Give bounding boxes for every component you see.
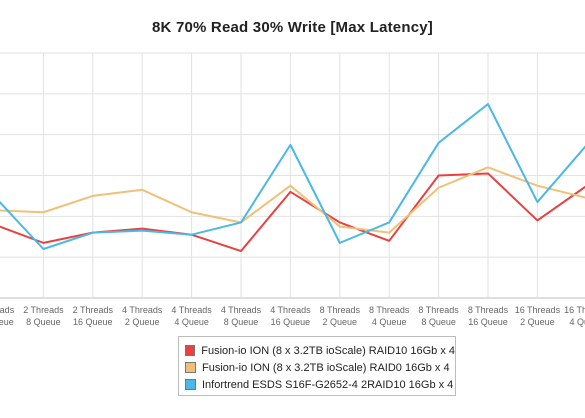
legend-label: Infortrend ESDS S16F-G2652-4 2RAID10 16G… xyxy=(202,378,454,391)
series-lines xyxy=(0,103,585,253)
x-tick-label: 2 Threads 8 Queue xyxy=(23,305,64,327)
legend-label: Fusion-io ION (8 x 3.2TB ioScale) RAID10… xyxy=(201,344,455,357)
x-tick-label: 4 Threads 16 Queue xyxy=(270,305,311,327)
legend-swatch-red xyxy=(185,345,196,356)
x-tick-label: 16 Threads 2 Queue xyxy=(515,305,561,327)
x-tick-label: 8 Threads 8 Queue xyxy=(418,305,459,327)
legend-item-series-3[interactable]: Infortrend ESDS S16F-G2652-4 2RAID10 16G… xyxy=(185,376,455,393)
chart-title: 8K 70% Read 30% Write [Max Latency] xyxy=(152,19,433,36)
x-tick-label: 2 Threads 16 Queue xyxy=(73,305,114,327)
x-tick-label: 8 Threads 2 Queue xyxy=(320,305,361,327)
series-line-2 xyxy=(0,166,585,234)
legend-swatch-orange xyxy=(185,362,196,373)
series-line-1 xyxy=(0,172,585,253)
x-tick-label: 4 Threads 2 Queue xyxy=(122,305,163,327)
grid-lines xyxy=(0,52,585,299)
legend-item-series-2[interactable]: Fusion-io ION (8 x 3.2TB ioScale) RAID0 … xyxy=(185,359,455,376)
legend-label: Fusion-io ION (8 x 3.2TB ioScale) RAID0 … xyxy=(202,361,450,374)
legend: Fusion-io ION (8 x 3.2TB ioScale) RAID10… xyxy=(178,336,456,396)
legend-item-series-1[interactable]: Fusion-io ION (8 x 3.2TB ioScale) RAID10… xyxy=(185,342,455,359)
x-tick-label: 4 Threads 8 Queue xyxy=(221,305,262,327)
x-tick-label: 4 Threads 4 Queue xyxy=(171,305,212,327)
series-line-3 xyxy=(0,103,585,250)
legend-swatch-blue xyxy=(185,379,196,390)
x-tick-label: 8 Threads 16 Queue xyxy=(468,305,509,327)
x-tick-label: 8 Threads 4 Queue xyxy=(369,305,410,327)
